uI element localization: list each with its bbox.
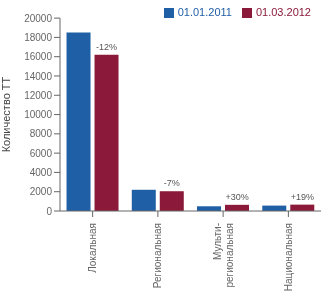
html-text:01.01.2011: 01.01.2011 bbox=[177, 6, 232, 18]
svg-text:14000: 14000 bbox=[24, 71, 52, 82]
svg-text:Национальная: Национальная bbox=[283, 223, 294, 291]
svg-text:12000: 12000 bbox=[24, 90, 52, 101]
svg-text:16000: 16000 bbox=[24, 51, 52, 62]
svg-text:0: 0 bbox=[46, 206, 52, 217]
svg-text:2000: 2000 bbox=[30, 186, 53, 197]
svg-text:-12%: -12% bbox=[96, 42, 117, 52]
svg-text:6000: 6000 bbox=[30, 148, 53, 159]
svg-text:Локальная: Локальная bbox=[87, 223, 98, 273]
svg-text:-7%: -7% bbox=[164, 178, 180, 188]
svg-text:20000: 20000 bbox=[24, 13, 52, 24]
svg-text:8000: 8000 bbox=[30, 128, 53, 139]
svg-text:Мульти-региональная: Мульти-региональная bbox=[212, 223, 235, 288]
svg-text:Количество ТТ: Количество ТТ bbox=[8, 76, 12, 152]
svg-text:+19%: +19% bbox=[291, 192, 314, 202]
svg-text:+30%: +30% bbox=[225, 192, 248, 202]
html-text:01.03.2012: 01.03.2012 bbox=[255, 6, 311, 18]
svg-text:10000: 10000 bbox=[24, 109, 52, 120]
svg-text:4000: 4000 bbox=[30, 167, 53, 178]
svg-text:18000: 18000 bbox=[24, 32, 52, 43]
svg-text:Региональная: Региональная bbox=[152, 223, 163, 288]
